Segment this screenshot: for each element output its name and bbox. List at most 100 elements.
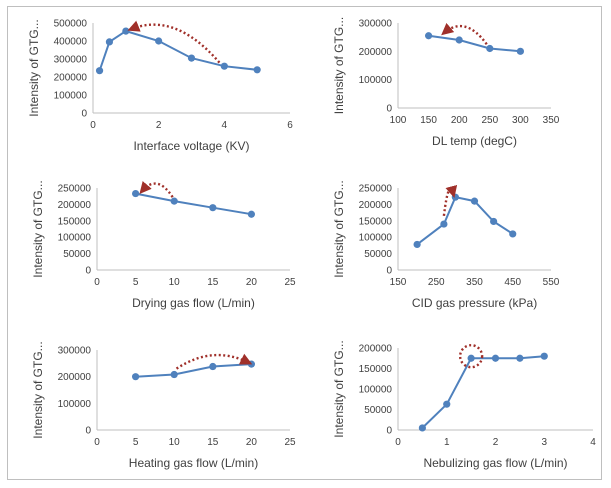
x-tick-label: 1 — [444, 437, 450, 448]
data-point — [253, 66, 261, 74]
data-point — [155, 37, 163, 45]
x-tick-label: 250 — [428, 277, 445, 288]
data-point — [170, 197, 178, 205]
chart-panel-5: 0 100000 200000 300000 0 5 10 15 20 25 Heating gas… — [31, 341, 296, 470]
y-tick-label: 100000 — [359, 233, 393, 244]
chart-panel-3: 0 50000 100000 150000 200000 250000 0 5 10 15 20 25… — [31, 180, 296, 310]
y-tick-label: 150000 — [359, 364, 393, 375]
x-tick-label: 250 — [481, 115, 498, 126]
series-line — [98, 30, 258, 72]
data-point — [516, 47, 525, 55]
y-tick-label: 50000 — [364, 249, 392, 260]
y-tick-label: 100000 — [54, 91, 88, 102]
y-axis-title: Intensity of GTG... — [31, 341, 45, 438]
y-tick-label: 100000 — [359, 385, 393, 396]
data-point — [440, 220, 448, 228]
data-point — [418, 424, 426, 432]
data-point — [516, 354, 524, 362]
x-tick-label: 2 — [493, 437, 499, 448]
x-tick-label: 15 — [207, 277, 219, 288]
series-line — [421, 355, 545, 429]
data-point — [455, 36, 463, 44]
y-tick-label: 0 — [386, 104, 392, 115]
y-axis-title: Intensity of GTG... — [332, 17, 346, 114]
annotation-arrow — [442, 184, 458, 217]
x-tick-label: 150 — [420, 115, 437, 126]
series-line — [135, 192, 252, 216]
y-tick-label: 200000 — [359, 344, 393, 355]
y-tick-label: 0 — [85, 426, 91, 437]
data-point — [491, 354, 500, 362]
series-line — [135, 363, 252, 378]
y-tick-label: 300000 — [54, 55, 88, 66]
y-tick-label: 200000 — [58, 372, 92, 383]
y-tick-label: 200000 — [359, 200, 393, 211]
y-tick-label: 400000 — [54, 37, 88, 48]
data-point — [247, 210, 255, 218]
x-axis-title: Drying gas flow (L/min) — [132, 296, 255, 310]
x-tick-label: 450 — [504, 277, 521, 288]
y-tick-label: 300000 — [359, 19, 393, 30]
data-point — [486, 44, 494, 53]
annotation-arrow — [127, 20, 221, 64]
y-tick-label: 100000 — [359, 75, 393, 86]
y-tick-label: 0 — [386, 266, 392, 277]
x-tick-label: 25 — [284, 437, 296, 448]
data-point — [209, 362, 217, 371]
y-axis-title: Intensity of GTG... — [332, 180, 346, 277]
x-axis-title: DL temp (degC) — [432, 134, 517, 148]
x-axis-title: Heating gas flow (L/min) — [129, 456, 258, 470]
annotation-circle — [458, 344, 484, 369]
data-point — [443, 400, 451, 408]
annotation-arrow — [175, 353, 253, 370]
y-tick-label: 0 — [81, 109, 87, 120]
x-axis-title: Interface voltage (KV) — [133, 139, 249, 153]
x-axis-title: Nebulizing gas flow (L/min) — [423, 456, 567, 470]
series-line — [428, 34, 521, 53]
x-tick-label: 5 — [133, 437, 139, 448]
x-tick-label: 150 — [390, 277, 407, 288]
y-tick-label: 250000 — [58, 184, 92, 195]
chart-panel-2: 0 100000 200000 300000 100 150 200 250 300 350 DL … — [332, 17, 560, 148]
x-tick-label: 100 — [390, 115, 407, 126]
data-point — [132, 373, 140, 381]
x-tick-label: 300 — [512, 115, 529, 126]
x-tick-label: 0 — [395, 437, 401, 448]
series-line — [416, 196, 514, 246]
data-point — [220, 62, 228, 70]
data-point — [105, 38, 114, 46]
y-axis-title: Intensity of GTG... — [27, 19, 41, 116]
y-tick-label: 0 — [386, 426, 392, 437]
x-tick-label: 0 — [94, 437, 100, 448]
data-point — [122, 27, 130, 35]
y-axis-title: Intensity of GTG... — [332, 340, 346, 437]
data-point — [470, 197, 479, 205]
x-tick-label: 200 — [451, 115, 468, 126]
y-tick-label: 100000 — [58, 233, 92, 244]
y-tick-label: 50000 — [364, 405, 392, 416]
y-tick-label: 50000 — [63, 249, 91, 260]
y-tick-label: 150000 — [359, 216, 393, 227]
y-tick-label: 200000 — [359, 47, 393, 58]
data-point — [170, 370, 178, 379]
x-tick-label: 0 — [94, 277, 100, 288]
data-point — [467, 354, 475, 362]
x-tick-label: 20 — [246, 437, 258, 448]
y-tick-label: 200000 — [58, 200, 92, 211]
data-point — [95, 67, 104, 75]
chart-panel-4: 0 50000 100000 150000 200000 250000 150 250 350 4… — [332, 180, 560, 310]
data-point — [247, 360, 255, 368]
x-tick-label: 15 — [207, 437, 219, 448]
y-tick-label: 500000 — [54, 19, 88, 30]
x-tick-label: 20 — [246, 277, 258, 288]
data-point — [187, 54, 196, 62]
x-tick-label: 5 — [133, 277, 139, 288]
data-point — [540, 352, 548, 360]
x-tick-label: 0 — [90, 120, 96, 131]
x-axis-title: CID gas pressure (kPa) — [412, 296, 537, 310]
chart-panel-6: 0 50000 100000 150000 200000 0 1 2 3 4 Nebulizing … — [332, 340, 596, 470]
x-tick-label: 25 — [284, 277, 296, 288]
annotation-arrow — [441, 22, 488, 45]
y-tick-label: 250000 — [359, 184, 393, 195]
